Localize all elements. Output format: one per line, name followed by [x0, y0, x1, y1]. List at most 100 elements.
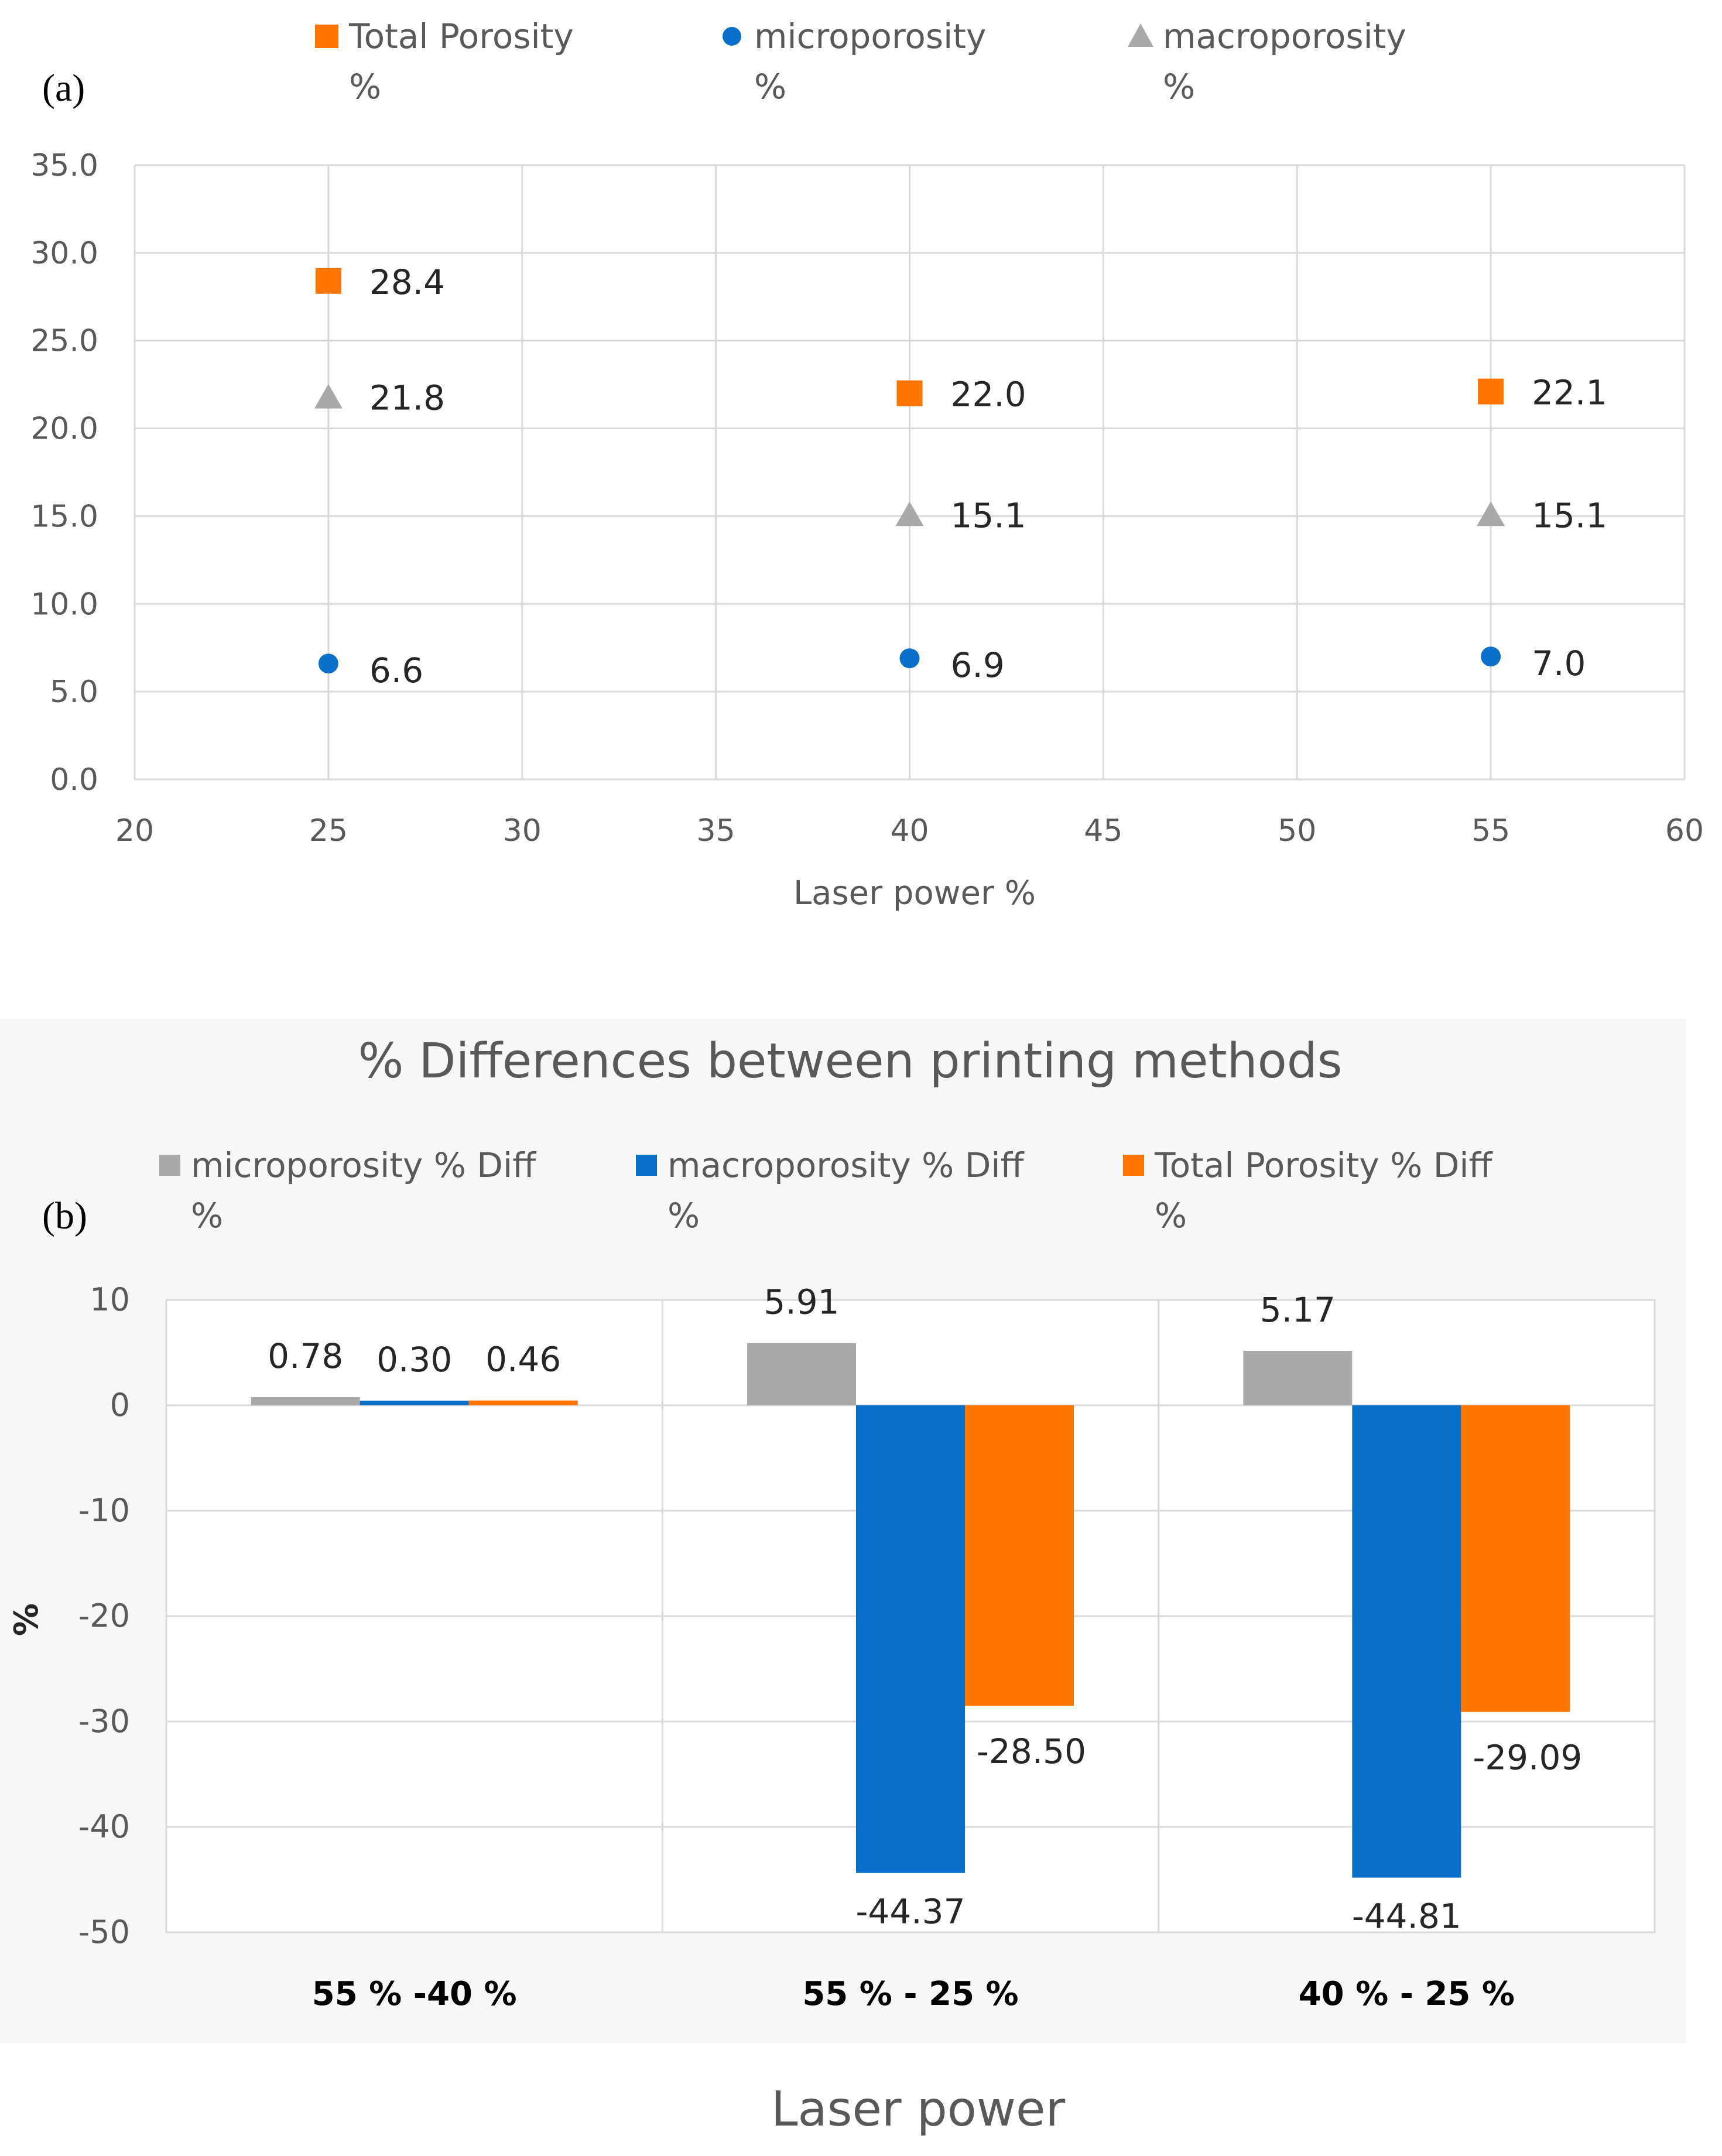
b-legend-marker-macroporosity-pct-diff-pct — [636, 1155, 657, 1176]
b-legend-text: macroporosity % Diff — [667, 1145, 1025, 1185]
a-legend-text: Total Porosity — [348, 16, 574, 56]
b-y-tick-label: -20 — [78, 1597, 130, 1634]
a-point-total-porosity-pct — [1478, 378, 1504, 405]
b-bar-macroporosity-pct-diff-pct — [856, 1405, 965, 1873]
b-data-label: 0.78 — [268, 1336, 343, 1376]
a-data-label: 6.9 — [951, 645, 1005, 685]
a-data-label: 6.6 — [369, 651, 423, 690]
a-data-label: 22.1 — [1532, 373, 1607, 413]
panel-a-scatter-chart: (a) Total Porosity% microporosity% macropo… — [30, 16, 1704, 912]
a-y-tick-label: 20.0 — [30, 412, 98, 447]
panel-a-x-axis-ticks: 20 25 30 35 40 45 50 55 60 — [115, 813, 1704, 848]
a-point-microporosity-pct — [318, 653, 338, 674]
panel-a-data-points — [314, 268, 1505, 674]
panel-a-y-axis-ticks: 0.0 5.0 10.0 15.0 20.0 25.0 30.0 35.0 — [30, 148, 98, 798]
b-legend-text: Total Porosity % Diff — [1154, 1145, 1494, 1185]
panel-a-x-axis-title: Laser power % — [793, 874, 1036, 912]
b-bar-microporosity-pct-diff-pct — [747, 1343, 856, 1405]
b-data-label: -44.81 — [1352, 1897, 1461, 1936]
b-data-label: -29.09 — [1473, 1738, 1582, 1778]
a-x-tick-label: 35 — [697, 813, 735, 848]
a-y-tick-label: 5.0 — [50, 675, 98, 710]
b-bar-total-porosity-pct-diff-pct — [1461, 1405, 1570, 1712]
a-x-tick-label: 45 — [1084, 813, 1122, 848]
a-point-macroporosity-pct — [314, 384, 343, 409]
a-legend-text: macroporosity — [1163, 16, 1406, 56]
a-data-label: 15.1 — [951, 495, 1026, 535]
panel-a-label: (a) — [42, 67, 85, 109]
b-legend-text: % — [1155, 1196, 1187, 1236]
panel-b-x-axis-title: Laser power — [771, 2082, 1066, 2137]
b-bar-microporosity-pct-diff-pct — [251, 1397, 360, 1405]
b-bar-total-porosity-pct-diff-pct — [468, 1400, 578, 1405]
a-legend-text: % — [754, 67, 786, 107]
b-data-label: -44.37 — [856, 1892, 966, 1932]
panel-b-y-axis-ticks: 10 0 -10 -20 -30 -40 -50 — [78, 1281, 130, 1950]
panel-b-category-labels: 55 % -40 % 55 % - 25 % 40 % - 25 % — [312, 1975, 1515, 2013]
panel-b-legend: microporosity % Diff% macroporosity % Dif… — [159, 1145, 1494, 1236]
a-x-tick-label: 25 — [309, 813, 348, 848]
b-legend-text: % — [191, 1196, 223, 1236]
a-point-total-porosity-pct — [896, 380, 923, 406]
a-x-tick-label: 50 — [1278, 813, 1316, 848]
panel-a-gridlines — [133, 164, 1686, 781]
b-legend-marker-microporosity-pct-diff-pct — [159, 1155, 180, 1176]
panel-b-data-labels: 0.78 0.30 0.46 5.91 -44.37 -28.50 5.17 -44.81 -2… — [268, 1282, 1582, 1936]
a-legend-marker-macroporosity-pct — [1128, 23, 1153, 47]
a-x-tick-label: 30 — [503, 813, 542, 848]
b-y-tick-label: 0 — [110, 1387, 130, 1423]
b-bar-total-porosity-pct-diff-pct — [965, 1405, 1074, 1706]
b-y-tick-label: -10 — [78, 1492, 130, 1529]
a-point-macroporosity-pct — [1477, 501, 1505, 526]
a-y-tick-label: 0.0 — [50, 762, 98, 798]
a-data-label: 28.4 — [369, 262, 445, 302]
a-y-tick-label: 10.0 — [30, 587, 98, 622]
a-x-tick-label: 60 — [1665, 813, 1704, 848]
a-data-label: 7.0 — [1532, 644, 1586, 683]
b-legend-marker-total-porosity-pct-diff-pct — [1123, 1155, 1144, 1176]
b-data-label: 5.91 — [764, 1282, 839, 1322]
panel-b-label: (b) — [42, 1195, 87, 1237]
b-bar-macroporosity-pct-diff-pct — [1352, 1405, 1461, 1878]
a-legend-marker-microporosity-pct — [723, 27, 741, 46]
a-point-microporosity-pct — [899, 648, 920, 669]
a-legend-text: % — [349, 67, 381, 107]
panel-a-data-labels: 28.4 22.0 22.1 6.6 6.9 7.0 21.8 15.1 15.1 — [369, 262, 1607, 690]
b-data-label: 0.46 — [485, 1340, 561, 1380]
b-category-label: 55 % - 25 % — [802, 1975, 1018, 2013]
a-data-label: 22.0 — [951, 375, 1026, 415]
a-data-label: 21.8 — [369, 378, 445, 418]
panel-b-y-axis-title: % — [8, 1603, 46, 1636]
a-data-label: 15.1 — [1532, 495, 1607, 535]
b-y-tick-label: -30 — [78, 1703, 130, 1740]
a-y-tick-label: 25.0 — [30, 324, 98, 359]
a-y-tick-label: 15.0 — [30, 499, 98, 534]
b-bar-microporosity-pct-diff-pct — [1243, 1350, 1353, 1405]
a-x-tick-label: 55 — [1471, 813, 1510, 848]
b-bar-macroporosity-pct-diff-pct — [360, 1401, 469, 1405]
a-legend-marker-total-porosity-pct — [315, 25, 338, 48]
b-legend-text: microporosity % Diff — [191, 1145, 537, 1185]
a-point-total-porosity-pct — [315, 268, 341, 294]
panel-a-legend: Total Porosity% microporosity% macroporosi… — [315, 16, 1406, 107]
a-x-tick-label: 40 — [890, 813, 929, 848]
b-legend-text: % — [667, 1196, 700, 1236]
panel-b-bar-chart: % Differences between printing methods (… — [0, 1019, 1686, 2137]
a-x-tick-label: 20 — [115, 813, 154, 848]
b-data-label: 5.17 — [1260, 1290, 1336, 1330]
a-y-tick-label: 35.0 — [30, 148, 98, 183]
a-y-tick-label: 30.0 — [30, 236, 98, 271]
a-legend-text: microporosity — [754, 16, 986, 56]
panel-b-bars — [251, 1343, 1570, 1878]
a-legend-text: % — [1163, 67, 1195, 107]
b-category-label: 40 % - 25 % — [1299, 1975, 1515, 2013]
panel-b-chart-title: % Differences between printing methods — [358, 1033, 1342, 1089]
a-point-microporosity-pct — [1481, 646, 1501, 667]
b-y-tick-label: -40 — [78, 1808, 130, 1845]
b-category-label: 55 % -40 % — [312, 1975, 517, 2013]
b-data-label: -28.50 — [977, 1731, 1086, 1771]
a-point-macroporosity-pct — [895, 501, 924, 526]
b-data-label: 0.30 — [376, 1340, 452, 1380]
b-y-tick-label: -50 — [78, 1914, 130, 1950]
